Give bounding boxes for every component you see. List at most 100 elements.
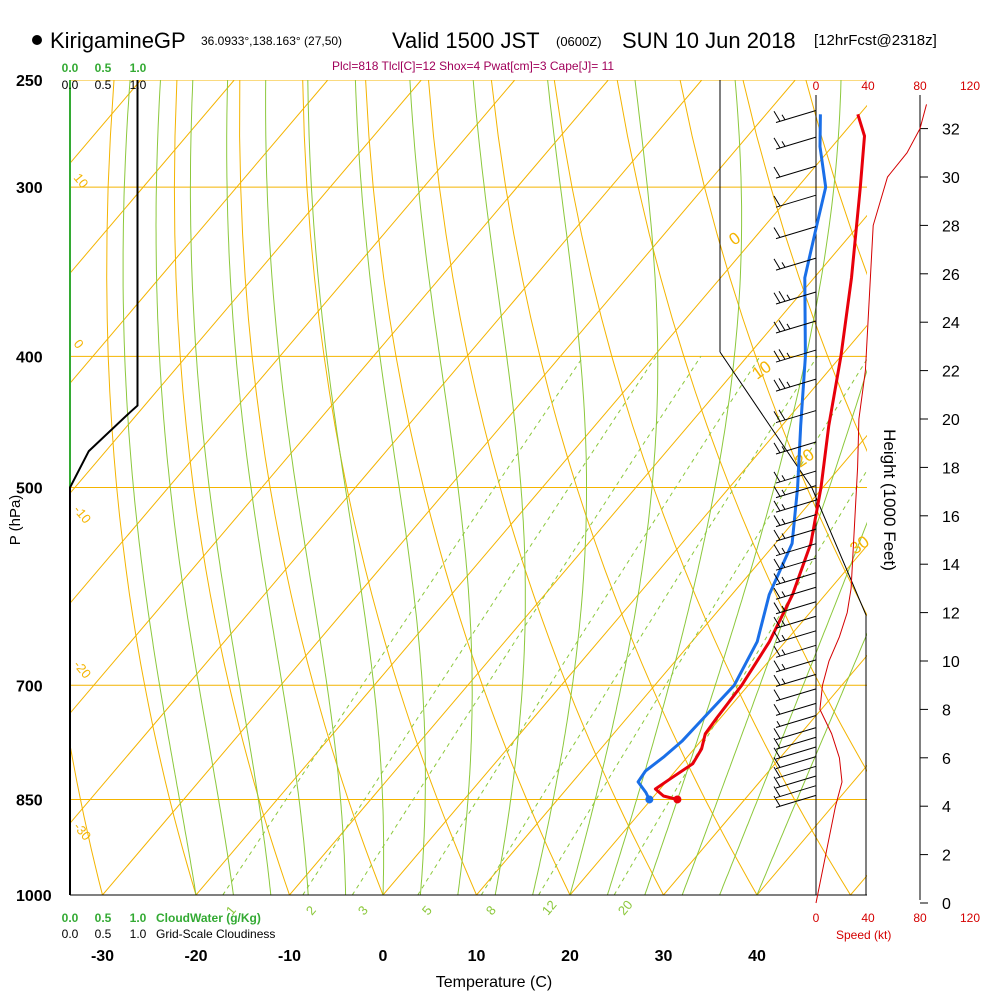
cloudwater-tick-bottom: 1.0	[130, 911, 147, 925]
cloudwater-tick-top: 1.0	[130, 61, 147, 75]
x-axis-label: Temperature (C)	[436, 974, 552, 991]
wind-barb	[773, 615, 817, 629]
moist-adiabat-line	[681, 368, 867, 895]
wind-barb-staff	[775, 794, 817, 808]
height-tick-label: 18	[942, 460, 960, 477]
wind-barb	[773, 499, 817, 513]
wind-barb-half-feather	[781, 518, 786, 525]
height-tick-label: 22	[942, 364, 960, 381]
cloudwater-tick-top: 0.5	[95, 61, 112, 75]
wind-barb-feather	[773, 195, 781, 207]
dry-adiabat-line	[428, 80, 664, 895]
wind-barb-feather	[773, 411, 781, 422]
moist-adiabat-line	[756, 632, 867, 895]
dry-adiabat-line	[106, 80, 197, 895]
wind-barb-staff	[775, 785, 817, 799]
speed-tick-top: 80	[913, 79, 927, 93]
height-tick-label: 0	[942, 896, 951, 913]
wind-barb	[773, 572, 817, 586]
isotherm-line	[382, 324, 867, 895]
wind-barb-feather	[773, 602, 781, 613]
wind-barb	[773, 601, 817, 615]
station-coords: 36.0933°,138.163° (27,50)	[201, 34, 343, 48]
pressure-tick-label: 850	[16, 792, 43, 809]
wind-barb-feather	[773, 674, 781, 686]
wind-barb-half-feather	[781, 533, 786, 539]
wind-barb-half-feather	[781, 591, 786, 597]
wind-barb-feather	[773, 766, 781, 778]
moist-adiabat-line	[569, 80, 659, 895]
dry-adiabat-line	[173, 80, 290, 895]
pressure-tick-label: 250	[16, 73, 43, 90]
wind-barb-feather	[773, 166, 781, 178]
cloudiness-tick-bottom: 0.0	[62, 927, 79, 941]
wind-barb-feather	[773, 631, 781, 642]
wind-barb-feather	[773, 227, 781, 238]
isotherm-label: 10	[748, 357, 774, 383]
wind-barb	[773, 673, 817, 687]
wind-barb-half-feather	[781, 620, 786, 626]
height-tick-label: 12	[942, 606, 960, 623]
wind-barb	[773, 441, 817, 455]
wind-barb	[773, 659, 817, 673]
temperature-tick-label: 20	[561, 948, 579, 965]
wind-barb	[773, 688, 817, 702]
dry-adiabat-label: -30	[71, 819, 95, 843]
wind-barb	[773, 409, 817, 424]
isotherm-label: 30	[846, 532, 872, 558]
stability-indices: Plcl=818 Tlcl[C]=12 Shox=4 Pwat[cm]=3 Ca…	[332, 59, 615, 73]
moist-adiabat-line	[719, 521, 867, 895]
wind-barb-staff	[775, 320, 817, 334]
wind-barb-half-feather	[781, 547, 786, 554]
temperature-tick-label: -30	[91, 948, 114, 965]
mixing-ratio-label: 2	[303, 903, 319, 918]
wind-barb-feather	[773, 321, 781, 333]
moist-adiabat-line	[189, 80, 272, 895]
speed-tick-bottom: 0	[813, 911, 820, 925]
wind-barb	[773, 194, 817, 208]
wind-barb-staff	[775, 257, 817, 271]
wind-barb-staff	[775, 410, 817, 424]
wind-barb-half-feather	[781, 576, 786, 583]
isotherm-label: 20	[791, 445, 817, 471]
height-tick-label: 16	[942, 509, 960, 526]
wind-barb-staff	[775, 601, 817, 615]
moist-adiabat-line	[122, 80, 197, 895]
valid-date: SUN 10 Jun 2018	[622, 28, 796, 53]
pressure-tick-label: 1000	[16, 888, 52, 905]
temperature-tick-label: -10	[278, 948, 301, 965]
wind-barb-staff	[775, 688, 817, 702]
moist-adiabat-line	[226, 80, 309, 895]
wind-barb-feather	[773, 350, 781, 362]
wind-barb	[773, 586, 817, 600]
wind-barb	[773, 291, 817, 305]
dry-adiabat-label: -20	[71, 657, 95, 681]
wind-barb-half-feather	[781, 678, 786, 684]
wind-barb-staff	[775, 727, 817, 741]
wind-barb-half-feather	[781, 663, 786, 670]
temperature-tick-label: 30	[655, 948, 673, 965]
wind-barb-half-feather	[781, 262, 786, 268]
wind-barb-feather	[773, 660, 781, 671]
speed-tick-top: 40	[861, 79, 875, 93]
wind-barb-staff	[775, 485, 817, 499]
wind-barb-feather	[773, 442, 781, 454]
dry-adiabat-line	[0, 80, 9, 895]
wind-barb-staff	[775, 586, 817, 600]
wind-barb	[773, 785, 817, 799]
mixing-ratio-label: 12	[539, 897, 560, 918]
dry-adiabat-line	[616, 80, 867, 772]
isotherm-line	[70, 80, 329, 385]
moist-adiabat-line	[644, 80, 842, 895]
wind-barb-half-feather	[781, 475, 786, 481]
cloudwater-label: CloudWater (g/Kg)	[156, 911, 261, 925]
wind-barb	[773, 746, 817, 760]
forecast-run: [12hrFcst@2318z]	[814, 32, 937, 49]
wind-barb	[773, 320, 817, 334]
wind-barb-staff	[775, 572, 817, 586]
dry-adiabat-label: 0	[71, 336, 87, 351]
wind-barb-staff	[775, 765, 817, 779]
mixing-ratio-label: 5	[419, 903, 435, 918]
height-tick-label: 32	[942, 122, 960, 139]
wind-barb-staff	[775, 659, 817, 673]
